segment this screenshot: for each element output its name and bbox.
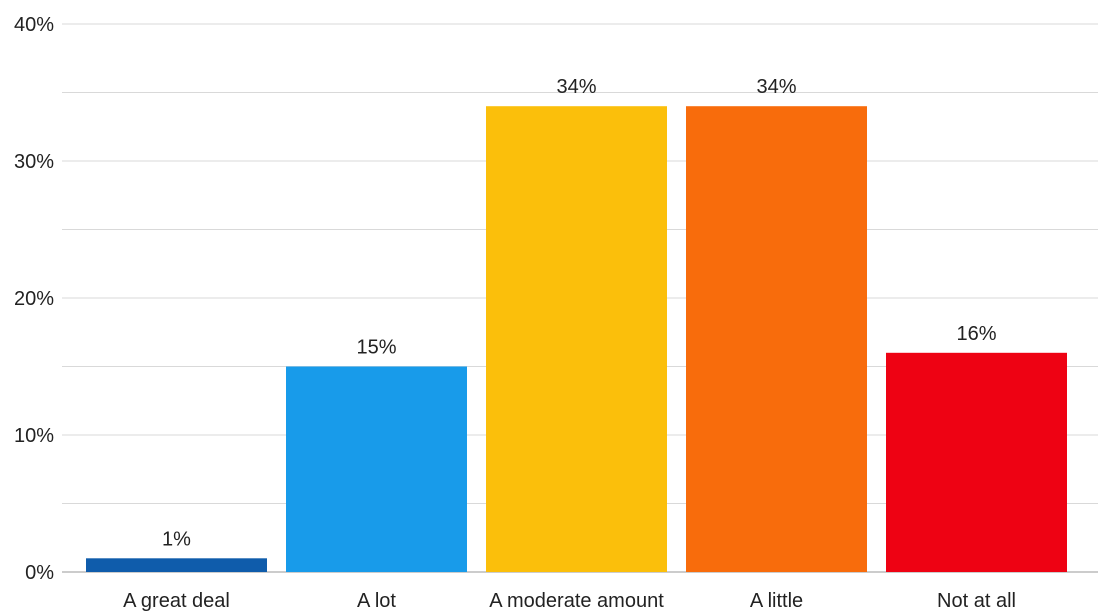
bar: [286, 366, 467, 572]
data-labels: 1% 15% 34% 34% 16%: [162, 76, 997, 550]
x-category-label: A moderate amount: [489, 590, 664, 612]
bar-value-label: 16%: [956, 323, 996, 345]
bar: [886, 352, 1067, 572]
bar-value-label: 34%: [556, 76, 596, 98]
x-category-label: Not at all: [937, 590, 1016, 612]
y-tick-label: 20%: [14, 288, 54, 310]
bar: [686, 106, 867, 572]
bar-value-label: 15%: [356, 337, 396, 359]
x-category-label: A lot: [357, 590, 396, 612]
y-tick-label: 0%: [25, 562, 54, 584]
x-category-label: A little: [750, 590, 803, 612]
bar-value-label: 34%: [756, 76, 796, 98]
y-tick-label: 30%: [14, 151, 54, 173]
x-axis: A great deal A lot A moderate amount A litt…: [123, 590, 1016, 612]
y-axis: 0% 10% 20% 30% 40%: [14, 14, 54, 584]
bar: [486, 106, 667, 572]
bar-value-label: 1%: [162, 528, 191, 550]
y-tick-label: 10%: [14, 425, 54, 447]
bars: [86, 106, 1067, 572]
x-category-label: A great deal: [123, 590, 230, 612]
y-tick-label: 40%: [14, 14, 54, 36]
bar: [86, 558, 267, 572]
